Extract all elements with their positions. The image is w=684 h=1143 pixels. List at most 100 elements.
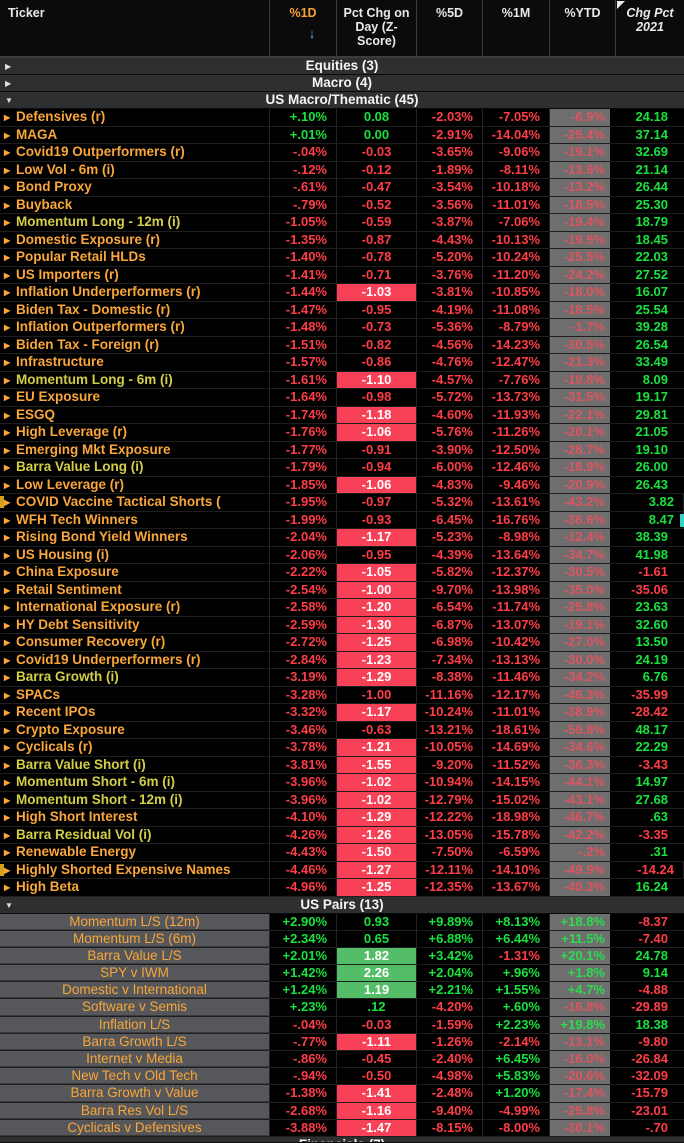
row-expand-icon[interactable]: ▶ xyxy=(4,690,11,700)
section-header-macro-4[interactable]: ▶ Macro (4) xyxy=(0,75,684,92)
ticker-cell[interactable]: Barra Growth L/S xyxy=(0,1033,270,1050)
row-expand-icon[interactable]: ▶ xyxy=(4,358,11,367)
collapse-icon[interactable]: ▼ xyxy=(5,900,13,910)
ticker-cell[interactable]: ▶ WFH Tech Winners xyxy=(0,511,270,528)
table-row[interactable]: ▶ Momentum Long - 12m (i) -1.05% -0.59 -3.87… xyxy=(0,214,684,232)
row-expand-icon[interactable]: ▶ xyxy=(4,883,11,892)
ticker-cell[interactable]: Momentum L/S (6m) xyxy=(0,930,270,947)
row-expand-icon[interactable]: ▶ xyxy=(4,498,11,507)
table-row[interactable]: ▶ Momentum Long - 6m (i) -1.61% -1.10 -4.57%… xyxy=(0,371,684,389)
expand-icon[interactable]: ▶ xyxy=(5,62,12,71)
row-expand-icon[interactable]: ▶ xyxy=(4,148,11,157)
ticker-cell[interactable]: ▶ US Housing (i) xyxy=(0,546,270,563)
table-row[interactable]: ▶ Barra Value Long (i) -1.79% -0.94 -6.00% -1… xyxy=(0,459,684,477)
column-header-1m[interactable]: %1M xyxy=(483,0,550,56)
ticker-cell[interactable]: ▶ COVID Vaccine Tactical Shorts ( xyxy=(0,494,270,511)
ticker-cell[interactable]: ▶ Recent IPOs xyxy=(0,704,270,721)
section-header-us-pairs-13[interactable]: ▼ US Pairs (13) xyxy=(0,896,684,914)
ticker-cell[interactable]: ▶ Momentum Short - 12m (i) xyxy=(0,791,270,808)
ticker-cell[interactable]: ▶ Cyclicals (r) xyxy=(0,739,270,756)
table-row[interactable]: Barra Growth L/S -.77% -1.11 -1.26% -2.14% -1… xyxy=(0,1033,684,1051)
table-row[interactable]: ▶ Emerging Mkt Exposure -1.77% -0.91 -3.90% -… xyxy=(0,441,684,459)
ticker-cell[interactable]: ▶ Inflation Underperformers (r) xyxy=(0,284,270,301)
ticker-cell[interactable]: ▶ Barra Growth (i) xyxy=(0,669,270,686)
row-expand-icon[interactable]: ▶ xyxy=(4,113,11,122)
table-row[interactable]: ▶ Momentum Short - 6m (i) -3.96% -1.02 -10.9… xyxy=(0,774,684,792)
ticker-cell[interactable]: ▶ SPACs xyxy=(0,686,270,703)
table-row[interactable]: ▶ Low Vol - 6m (i) -.12% -0.12 -1.89% -8.11% -… xyxy=(0,161,684,179)
ticker-cell[interactable]: ▶ US Importers (r) xyxy=(0,266,270,283)
row-expand-icon[interactable]: ▶ xyxy=(4,778,11,787)
row-expand-icon[interactable]: ▶ xyxy=(4,830,11,840)
table-row[interactable]: ▶ Renewable Energy -4.43% -1.50 -7.50% -6.59%… xyxy=(0,844,684,862)
table-row[interactable]: ▶ Barra Residual Vol (i) -4.26% -1.26 -13.05… xyxy=(0,826,684,844)
ticker-cell[interactable]: ▶ Renewable Energy xyxy=(0,844,270,861)
table-row[interactable]: ▶ Buyback -.79% -0.52 -3.56% -11.01% -18.5% 25.… xyxy=(0,196,684,214)
ticker-cell[interactable]: Momentum L/S (12m) xyxy=(0,913,270,930)
table-row[interactable]: ▶ Inflation Outperformers (r) -1.48% -0.73-… xyxy=(0,319,684,337)
row-expand-icon[interactable]: ▶ xyxy=(4,165,11,175)
ticker-cell[interactable]: ▶ Popular Retail HLDs xyxy=(0,249,270,266)
section-header-us-macro-thematic-45[interactable]: ▼ US Macro/Thematic (45) xyxy=(0,92,684,109)
row-expand-icon[interactable]: ▶ xyxy=(4,848,11,857)
row-expand-icon[interactable]: ▶ xyxy=(4,305,11,315)
table-row[interactable]: Momentum L/S (6m) +2.34% 0.65 +6.88% +6.44% +… xyxy=(0,930,684,948)
table-row[interactable]: ▶ Covid19 Outperformers (r) -.04% -0.03 -3.6… xyxy=(0,144,684,162)
row-expand-icon[interactable]: ▶ xyxy=(4,200,11,210)
table-row[interactable]: ▶ High Short Interest -4.10% -1.29 -12.22% -1… xyxy=(0,809,684,827)
table-row[interactable]: ▶ Rising Bond Yield Winners -2.04% -1.17 -5.… xyxy=(0,529,684,547)
row-expand-icon[interactable]: ▶ xyxy=(4,708,11,717)
table-row[interactable]: ▶ WFH Tech Winners -1.99% -0.93 -6.45% -16.76… xyxy=(0,511,684,529)
ticker-cell[interactable]: Barra Res Vol L/S xyxy=(0,1102,270,1119)
ticker-cell[interactable]: ▶ Covid19 Outperformers (r) xyxy=(0,144,270,161)
table-row[interactable]: ▶ Biden Tax - Domestic (r) -1.47% -0.95 -4.1… xyxy=(0,301,684,319)
table-row[interactable]: ▶ US Importers (r) -1.41% -0.71 -3.76% -11.20… xyxy=(0,266,684,284)
ticker-cell[interactable]: Inflation L/S xyxy=(0,1016,270,1033)
row-expand-icon[interactable]: ▶ xyxy=(4,655,11,665)
table-row[interactable]: Barra Growth v Value -1.38% -1.41 -2.48% +1.… xyxy=(0,1085,684,1103)
table-row[interactable]: ▶ Consumer Recovery (r) -2.72% -1.25 -6.98% -… xyxy=(0,634,684,652)
table-row[interactable]: ▶ Low Leverage (r) -1.85% -1.06 -4.83% -9.46%… xyxy=(0,476,684,494)
collapse-icon[interactable]: ▼ xyxy=(5,96,13,105)
column-header-zscore[interactable]: Pct Chg on Day (Z-Score) xyxy=(337,0,417,56)
table-row[interactable]: ▶ SPACs -3.28% -1.00 -11.16% -12.17% -46.3% -35… xyxy=(0,686,684,704)
table-row[interactable]: ▶ Highly Shorted Expensive Names -4.46% -1.… xyxy=(0,861,684,879)
column-header-ticker[interactable]: Ticker xyxy=(0,0,270,56)
ticker-cell[interactable]: ▶ Barra Residual Vol (i) xyxy=(0,826,270,843)
row-expand-icon[interactable]: ▶ xyxy=(4,463,11,472)
table-row[interactable]: ▶ Recent IPOs -3.32% -1.17 -10.24% -11.01% -38… xyxy=(0,704,684,722)
ticker-cell[interactable]: ▶ Biden Tax - Foreign (r) xyxy=(0,336,270,353)
row-expand-icon[interactable]: ▶ xyxy=(4,760,11,770)
table-row[interactable]: ▶ Defensives (r) +.10% 0.08 -2.03% -7.05% -6.9… xyxy=(0,109,684,127)
table-row[interactable]: ▶ Momentum Short - 12m (i) -3.96% -1.02 -12.… xyxy=(0,791,684,809)
ticker-cell[interactable]: ▶ Retail Sentiment xyxy=(0,581,270,598)
ticker-cell[interactable]: ▶ Barra Value Long (i) xyxy=(0,459,270,476)
row-expand-icon[interactable]: ▶ xyxy=(4,375,11,385)
table-row[interactable]: ▶ COVID Vaccine Tactical Shorts (-1.95% -0… xyxy=(0,494,684,512)
table-row[interactable]: ▶ China Exposure -2.22% -1.05 -5.82% -12.37% -… xyxy=(0,564,684,582)
row-expand-icon[interactable]: ▶ xyxy=(4,288,11,297)
ticker-cell[interactable]: ▶ Biden Tax - Domestic (r) xyxy=(0,301,270,318)
table-row[interactable]: ▶ Crypto Exposure -3.46% -0.63 -13.21% -18.61… xyxy=(0,721,684,739)
ticker-cell[interactable]: ▶ High Leverage (r) xyxy=(0,424,270,441)
column-header-ytd[interactable]: %YTD xyxy=(550,0,616,56)
ticker-cell[interactable]: ▶ Low Leverage (r) xyxy=(0,476,270,493)
column-header-chg-2021[interactable]: Chg Pct 2021 xyxy=(616,0,684,56)
table-row[interactable]: ▶ Bond Proxy -.61% -0.47 -3.54% -10.18% -13.2%… xyxy=(0,179,684,197)
ticker-cell[interactable]: New Tech v Old Tech xyxy=(0,1068,270,1085)
ticker-cell[interactable]: ▶ High Beta xyxy=(0,879,270,896)
row-expand-icon[interactable]: ▶ xyxy=(4,515,11,525)
ticker-cell[interactable]: ▶ Crypto Exposure xyxy=(0,721,270,738)
ticker-cell[interactable]: ▶ Rising Bond Yield Winners xyxy=(0,529,270,546)
ticker-cell[interactable]: ▶ HY Debt Sensitivity xyxy=(0,616,270,633)
table-row[interactable]: Internet v Media -.86% -0.45 -2.40% +6.45% -1… xyxy=(0,1051,684,1069)
ticker-cell[interactable]: ▶ EU Exposure xyxy=(0,389,270,406)
table-row[interactable]: ▶ Barra Value Short (i) -3.81% -1.55 -9.20% -… xyxy=(0,756,684,774)
ticker-cell[interactable]: ▶ High Short Interest xyxy=(0,809,270,826)
table-row[interactable]: ▶ MAGA +.01% 0.00 -2.91% -14.04% -25.4% 37.14 xyxy=(0,126,684,144)
row-expand-icon[interactable]: ▶ xyxy=(4,130,11,140)
row-expand-icon[interactable]: ▶ xyxy=(4,410,11,420)
row-expand-icon[interactable]: ▶ xyxy=(4,795,11,805)
table-row[interactable]: ▶ High Leverage (r) -1.76% -1.06 -5.76% -11.2… xyxy=(0,424,684,442)
table-row[interactable]: ▶ Biden Tax - Foreign (r) -1.51% -0.82 -4.56… xyxy=(0,336,684,354)
